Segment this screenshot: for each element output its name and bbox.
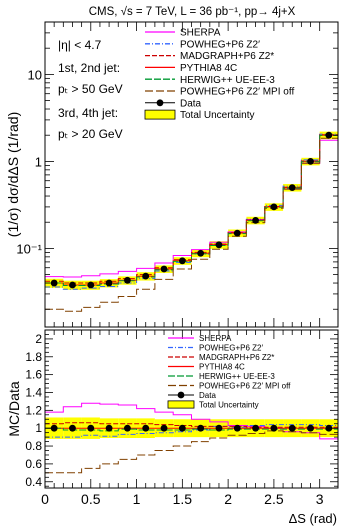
x-tick-label: 1.5 [173,491,193,507]
annotation-sub-jets: 3rd, 4th jet: [58,106,118,120]
series-line-herwig-ue-ee-3 [45,427,338,432]
y-tick-label: 0.6 [25,457,42,471]
series-line-herwig-ue-ee-3 [45,134,338,286]
data-point [142,424,150,432]
legend-label: PYTHIA8 4C [180,63,237,74]
data-point [160,424,168,432]
legend-label: Data [180,98,202,109]
y-tick-label: 1 [35,421,42,435]
data-point [233,229,241,237]
annotation-eta: |η| < 4.7 [58,38,102,52]
data-point [325,424,333,432]
legend-box-uncertainty [167,400,195,409]
x-tick-label: 0.5 [81,491,101,507]
y-tick-label: 0.8 [25,439,42,453]
legend-label: HERWIG++ UE-EE-3 [180,75,275,86]
data-point [178,257,186,265]
data-point [160,265,168,273]
data-point [307,424,314,432]
data-point [69,424,76,432]
data-point [233,424,241,432]
data-point [215,424,223,432]
y-axis-label: (1/σ) dσ/dΔS (1/rad) [5,112,21,237]
legend-label: POWHEG+P6 Z2′ [180,39,260,50]
legend-box-uncertainty [144,109,176,120]
annotation-sub-pt: pₜ > 20 GeV [58,127,123,141]
legend-label: HERWIG++ UE-EE-3 [199,372,275,381]
annotation-lead-pt: pₜ > 50 GeV [58,82,123,96]
legend-label: SHERPA [199,334,232,343]
data-point [124,276,131,284]
data-point [105,424,113,432]
bottom-panel: 0 0.5 1 1.5 2 2.5 3 0.4 0.6 0.8 1 1.2 1.4 1.6 1.8 2 MC/D… [6,329,339,507]
legend-label: PYTHIA8 4C [199,362,245,371]
data-point [50,279,58,287]
data-point [325,131,333,139]
annotation-lead-jets: 1st, 2nd jet: [58,61,120,75]
data-point [270,424,278,432]
data-point [87,424,95,432]
y-tick-label: 10 [28,67,42,82]
y-tick-label: 0.4 [25,475,42,489]
selection-annotations: |η| < 4.7 1st, 2nd jet: pₜ > 50 GeV 3rd, 4t… [58,38,123,141]
data-point [105,279,113,287]
plot-frame [44,329,339,489]
x-tick-label: 3 [316,491,324,507]
legend-label: POWHEG+P6 Z2′ MPI off [199,381,291,390]
data-point [270,203,278,211]
data-point [307,158,314,165]
y-tick-label: 1.4 [25,385,42,399]
legend-label: POWHEG+P6 Z2′ MPI off [180,87,294,98]
legend-label: MADGRAPH+P6 Z2* [180,51,274,62]
figure-title: CMS, √s = 7 TeV, L = 36 pb⁻¹, pp→ 4j+X [89,5,296,18]
legend-label: Data [199,391,216,400]
data-point [288,184,296,191]
data-point [142,272,150,280]
data-point [252,216,259,224]
legend-label: MADGRAPH+P6 Z2* [199,353,274,362]
x-tick-label: 0 [41,491,49,507]
y-axis-label: MC/Data [6,381,22,436]
data-point [252,424,259,432]
y-tick-label: 2 [35,332,42,346]
legend-label: POWHEG+P6 Z2′ [199,343,263,352]
y-tick-label: 10⁻¹ [16,241,42,256]
y-tick-label: 1 [35,154,42,169]
x-tick-label: 2 [224,491,232,507]
data-point [69,281,76,289]
data-point [124,424,131,432]
data-point [197,249,205,257]
data-point [288,424,296,432]
legend-label: SHERPA [180,28,221,39]
series-line-madgraph-p6-z2 [45,134,338,284]
legend-marker-data [177,391,185,399]
y-tick-label: 1.2 [25,403,42,417]
data-point [197,424,205,432]
data-point [87,281,95,289]
x-axis-label: ΔS (rad) [289,511,337,526]
data-point [178,424,186,432]
series-line-powheg-p6-z2-mpi-off [45,137,338,312]
legend-label: Total Uncertainty [199,400,259,409]
x-tick-label: 1 [133,491,141,507]
series-line-powheg-p6-z2-mpi-off [45,430,338,474]
data-point [215,241,223,249]
series-line-powheg-p6-z2 [45,424,338,438]
y-tick-label: 1.8 [25,350,42,364]
legend-marker-data [156,99,164,107]
data-point [50,424,58,432]
x-tick-label: 2.5 [264,491,284,507]
y-tick-label: 1.6 [25,368,42,382]
legend-label: Total Uncertainty [180,110,254,121]
